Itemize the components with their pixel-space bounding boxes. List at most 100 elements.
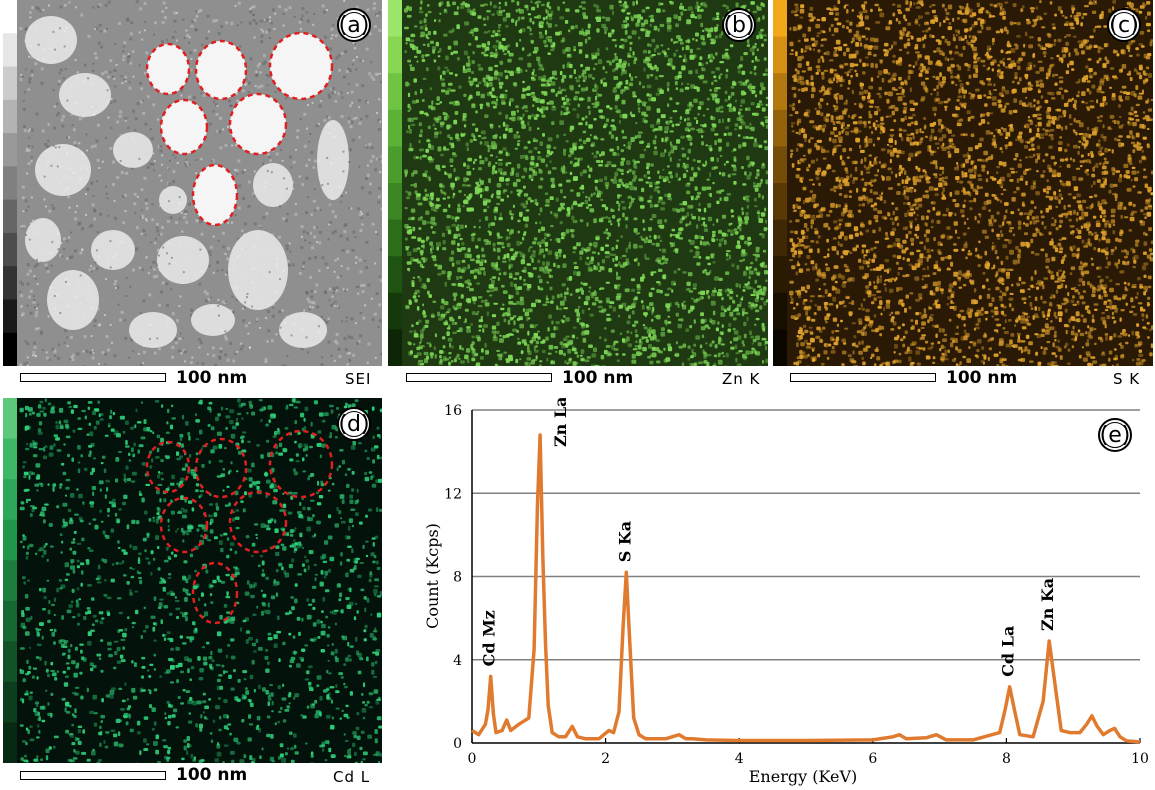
sei-particles: [19, 0, 382, 366]
grayscale-scale-segment: [3, 66, 17, 101]
y-tick-label: 12: [444, 486, 462, 502]
intensity-scale-segment: [388, 109, 402, 148]
peak-label: Cd La: [999, 626, 1018, 677]
nanoparticle-outline: [228, 490, 288, 554]
intensity-scale-segment: [3, 681, 17, 724]
panel-letter-c: (c): [1107, 8, 1141, 42]
nanoparticle-outline: [268, 31, 334, 101]
intensity-scale-segment: [3, 479, 17, 521]
grayscale-scale-segment: [3, 199, 17, 234]
intensity-scale-segment: [388, 183, 402, 221]
nanoparticle-outline: [194, 437, 248, 499]
intensity-scale-segment: [773, 73, 787, 111]
map-label-b: Zn K: [722, 370, 761, 388]
sei-image-panel: [3, 0, 382, 366]
nanoparticle-outline: [191, 163, 239, 227]
intensity-scale-segment: [773, 183, 787, 221]
intensity-scale-segment: [388, 292, 402, 331]
intensity-scale-segment: [773, 256, 787, 294]
cd-map-panel: [3, 398, 382, 763]
intensity-scale-segment: [388, 329, 402, 366]
panel-letter-d: (d): [337, 407, 371, 441]
scale-bar-d: [20, 771, 166, 780]
intensity-scale-segment: [388, 36, 402, 75]
sei-micrograph: [3, 0, 382, 366]
cd-l-map: [3, 398, 382, 763]
peak-label: Zn Ka: [1038, 578, 1057, 631]
y-tick-label: 4: [453, 653, 462, 669]
intensity-scale-segment: [773, 109, 787, 148]
x-axis-label: Energy (KeV): [749, 767, 858, 786]
intensity-scale-segment: [3, 560, 17, 602]
eds-spectrum-panel: Energy (KeV) Count (Kcps) 0 4 8 12 16 0 2 4 6 8 10…: [400, 398, 1155, 790]
panel-letter-a: (a): [337, 8, 371, 42]
zn-k-map: [388, 0, 768, 366]
intensity-scale-segment: [3, 438, 17, 481]
peak-label: Cd Mz: [480, 610, 499, 666]
intensity-scale-segment: [3, 600, 17, 643]
spectrum-line: [471, 433, 1141, 744]
s-map-panel: [773, 0, 1153, 366]
x-tick-label: 0: [468, 751, 477, 767]
intensity-scale-segment: [388, 219, 402, 258]
s-dots: [789, 0, 1153, 366]
x-tick-label: 10: [1131, 751, 1149, 767]
intensity-scale-segment: [388, 256, 402, 294]
scale-label-d: 100 nm: [176, 765, 248, 785]
nanoparticle-outline: [228, 92, 288, 156]
scale-label-a: 100 nm: [176, 368, 248, 388]
nanoparticle-outline: [159, 496, 209, 554]
y-tick-label: 16: [444, 403, 462, 419]
intensity-scale-segment: [388, 0, 402, 38]
intensity-scale-segment: [773, 146, 787, 184]
grayscale-scale-segment: [3, 299, 17, 334]
grayscale-scale-segment: [3, 166, 17, 201]
zn-dots: [404, 0, 768, 366]
map-label-c: S K: [1113, 370, 1141, 388]
map-label-a: SEI: [345, 370, 372, 388]
nanoparticle-outline: [268, 429, 334, 499]
s-k-map: [773, 0, 1153, 366]
x-tick-label: 6: [868, 751, 877, 767]
scale-label-b: 100 nm: [562, 368, 634, 388]
x-tick-label: 4: [735, 751, 744, 767]
grayscale-scale-segment: [3, 33, 17, 68]
scale-bar-b: [406, 373, 552, 382]
nanoparticle-outline: [194, 39, 248, 101]
panel-letter-b: (b): [722, 8, 756, 42]
grayscale-scale-segment: [3, 133, 17, 168]
zn-map-panel: [388, 0, 768, 366]
intensity-scale-segment: [773, 219, 787, 258]
y-tick-label: 0: [453, 736, 462, 752]
intensity-scale-segment: [388, 73, 402, 111]
nanoparticle-outline: [145, 42, 191, 96]
nanoparticle-outline: [159, 98, 209, 156]
peak-label: Zn La: [551, 398, 570, 447]
y-axis-label: Count (Kcps): [423, 523, 442, 629]
y-tick-label: 8: [453, 570, 462, 586]
panel-letter-e: (e): [1098, 418, 1132, 452]
intensity-scale-segment: [773, 292, 787, 331]
x-tick-label: 2: [601, 751, 610, 767]
scale-bar-c: [790, 373, 936, 382]
intensity-scale-segment: [773, 0, 787, 38]
nanoparticle-outline: [191, 561, 239, 625]
x-tick-label: 8: [1002, 751, 1011, 767]
intensity-scale-segment: [388, 146, 402, 184]
intensity-scale-segment: [3, 722, 17, 763]
intensity-scale-segment: [773, 329, 787, 366]
grayscale-scale-segment: [3, 99, 17, 135]
nanoparticle-outline: [145, 440, 191, 494]
intensity-scale-segment: [773, 36, 787, 75]
grayscale-scale-segment: [3, 232, 17, 268]
grayscale-scale-segment: [3, 266, 17, 301]
scale-bar-a: [20, 373, 166, 382]
grayscale-scale-segment: [3, 332, 17, 366]
intensity-scale-segment: [3, 519, 17, 562]
intensity-scale-segment: [3, 641, 17, 683]
intensity-scale-segment: [3, 398, 17, 440]
grayscale-scale-segment: [3, 0, 17, 35]
map-label-d: Cd L: [333, 768, 371, 786]
eds-spectrum-chart: Energy (KeV) Count (Kcps) 0 4 8 12 16 0 2 4 6 8 10…: [423, 398, 1149, 786]
scale-label-c: 100 nm: [946, 368, 1018, 388]
